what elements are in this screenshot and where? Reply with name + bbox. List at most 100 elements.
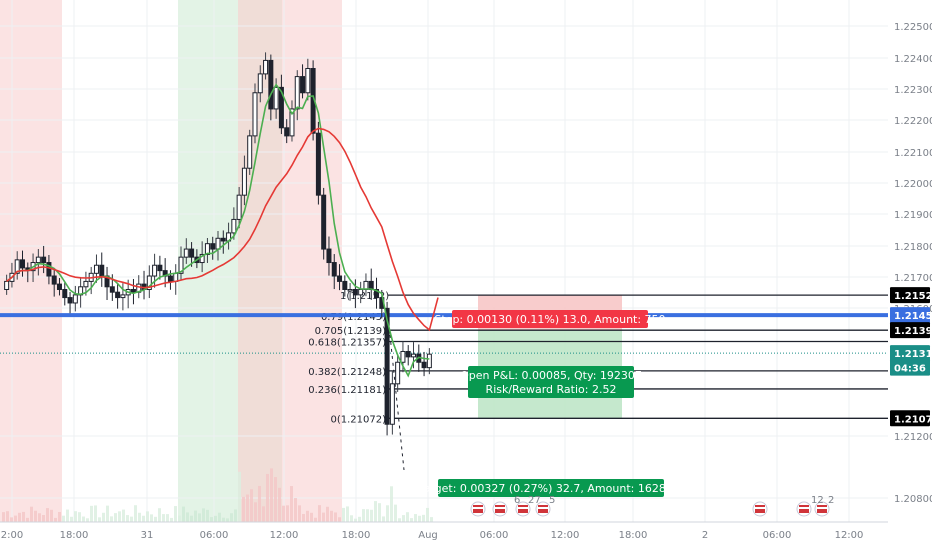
candle-body	[83, 280, 89, 288]
y-tick-label: 1.21800	[894, 242, 932, 253]
volume-bar	[426, 507, 429, 522]
y-tick-label: 1.21900	[894, 210, 932, 221]
candle-body	[405, 350, 411, 358]
volume-bar	[310, 512, 313, 522]
candle-body	[19, 259, 25, 269]
pnl-label: Open P&L: 0.00085, Qty: 192307	[460, 369, 642, 382]
volume-bar	[422, 514, 425, 522]
fib-label: 0(1.21072)	[330, 414, 386, 425]
volume-bar	[218, 512, 221, 522]
volume-bar	[334, 512, 337, 522]
volume-bar	[26, 517, 29, 522]
y-tick-label: 1.21200	[894, 432, 932, 443]
us-flag-icon-stripe	[799, 507, 809, 509]
candle-body	[411, 353, 417, 358]
x-tick-label: 12:00	[835, 530, 864, 541]
volume-bar	[402, 515, 405, 522]
volume-bar	[366, 509, 369, 522]
volume-bar	[414, 514, 417, 522]
volume-bar	[318, 505, 321, 522]
volume-bar	[330, 510, 333, 522]
session-band	[0, 0, 62, 522]
candle-body	[389, 383, 395, 425]
volume-bar	[162, 514, 165, 522]
volume-bar	[142, 515, 145, 522]
volume-bar	[30, 506, 33, 522]
x-tick-label: 06:00	[763, 530, 792, 541]
stop-label: Stop: 0.00130 (0.11%) 13.0, Amount: 750	[434, 313, 665, 326]
candle-body	[252, 92, 258, 137]
uk-flag-icon-stripe	[473, 507, 483, 509]
fib-label: 0.382(1.21248)	[308, 367, 386, 378]
volume-bar	[174, 506, 177, 522]
candle-body	[426, 353, 432, 369]
volume-bar	[86, 518, 89, 522]
volume-bar	[398, 518, 401, 522]
x-tick-label: 18:00	[342, 530, 371, 541]
volume-bar	[354, 518, 357, 522]
volume-bar	[418, 515, 421, 522]
x-tick-label: Aug	[418, 530, 438, 541]
candle-body	[51, 275, 57, 285]
x-tick-label: 06:00	[200, 530, 229, 541]
volume-bar	[106, 505, 109, 522]
volume-bar	[298, 505, 301, 522]
fib-retracement[interactable]: 1(1.2152) 0.79(1.2145) 0.705(1.2139)0.618(…	[0, 291, 888, 471]
price-tag-label: 1.21399	[894, 326, 932, 337]
uk-flag-icon-stripe	[518, 507, 528, 509]
volume-bar	[394, 504, 397, 522]
volume-bar	[2, 512, 5, 522]
price-tag-label: 1.21314	[894, 349, 932, 360]
us-flag-icon-stripe	[538, 507, 548, 509]
volume-bar	[314, 517, 317, 522]
price-tag	[890, 307, 930, 324]
candle-body	[400, 350, 406, 363]
candle-body	[321, 194, 327, 250]
volume-bar	[374, 501, 377, 522]
candle-body	[278, 86, 284, 129]
fib-trend-line	[389, 334, 405, 471]
candle-body	[231, 218, 237, 234]
candle-body	[294, 76, 300, 110]
volume-bar	[14, 515, 17, 522]
ma-fast	[6, 83, 430, 378]
uk-flag-icon-stripe	[817, 507, 827, 509]
candle-body	[35, 256, 41, 264]
price-tag-label: 1.21072	[894, 414, 932, 425]
volume-bar	[322, 512, 325, 522]
volume-bar	[278, 487, 281, 522]
event-icons[interactable]: 6 27 5 12 2	[470, 495, 834, 517]
volume-bar	[306, 510, 309, 522]
volume-bar	[390, 486, 393, 522]
volume-bar	[238, 471, 241, 522]
volume-bar	[134, 505, 137, 522]
candle-body	[109, 286, 115, 293]
y-tick-label: 1.22000	[894, 179, 932, 190]
price-tag	[890, 322, 930, 339]
event-count: 12	[811, 495, 824, 506]
volume-bar	[150, 514, 153, 522]
target-label: Target: 0.00327 (0.27%) 32.7, Amount: 16…	[418, 482, 684, 495]
volume-bar	[290, 486, 293, 522]
volume-bar	[78, 512, 81, 522]
position-labels: Stop: 0.00130 (0.11%) 13.0, Amount: 750 O…	[418, 310, 684, 497]
volume-bar	[430, 517, 433, 522]
volume-bar	[18, 512, 21, 522]
candle-body	[326, 248, 332, 264]
volume-bar	[254, 502, 257, 522]
volume-bar	[286, 505, 289, 522]
event-count: 27	[528, 495, 541, 506]
candle-body	[178, 256, 184, 274]
price-axis-bg	[888, 0, 932, 550]
fib-label: 0.705(1.2139)	[315, 326, 387, 337]
x-tick-label: 12:00	[551, 530, 580, 541]
x-tick-label: 2:00	[1, 530, 23, 541]
volume-bar	[262, 506, 265, 522]
candle-body	[189, 248, 195, 258]
candle-body	[315, 132, 321, 196]
session-shading	[0, 0, 342, 522]
volume-bar	[302, 513, 305, 522]
price-tag	[890, 410, 930, 427]
volume-bar	[258, 485, 261, 522]
